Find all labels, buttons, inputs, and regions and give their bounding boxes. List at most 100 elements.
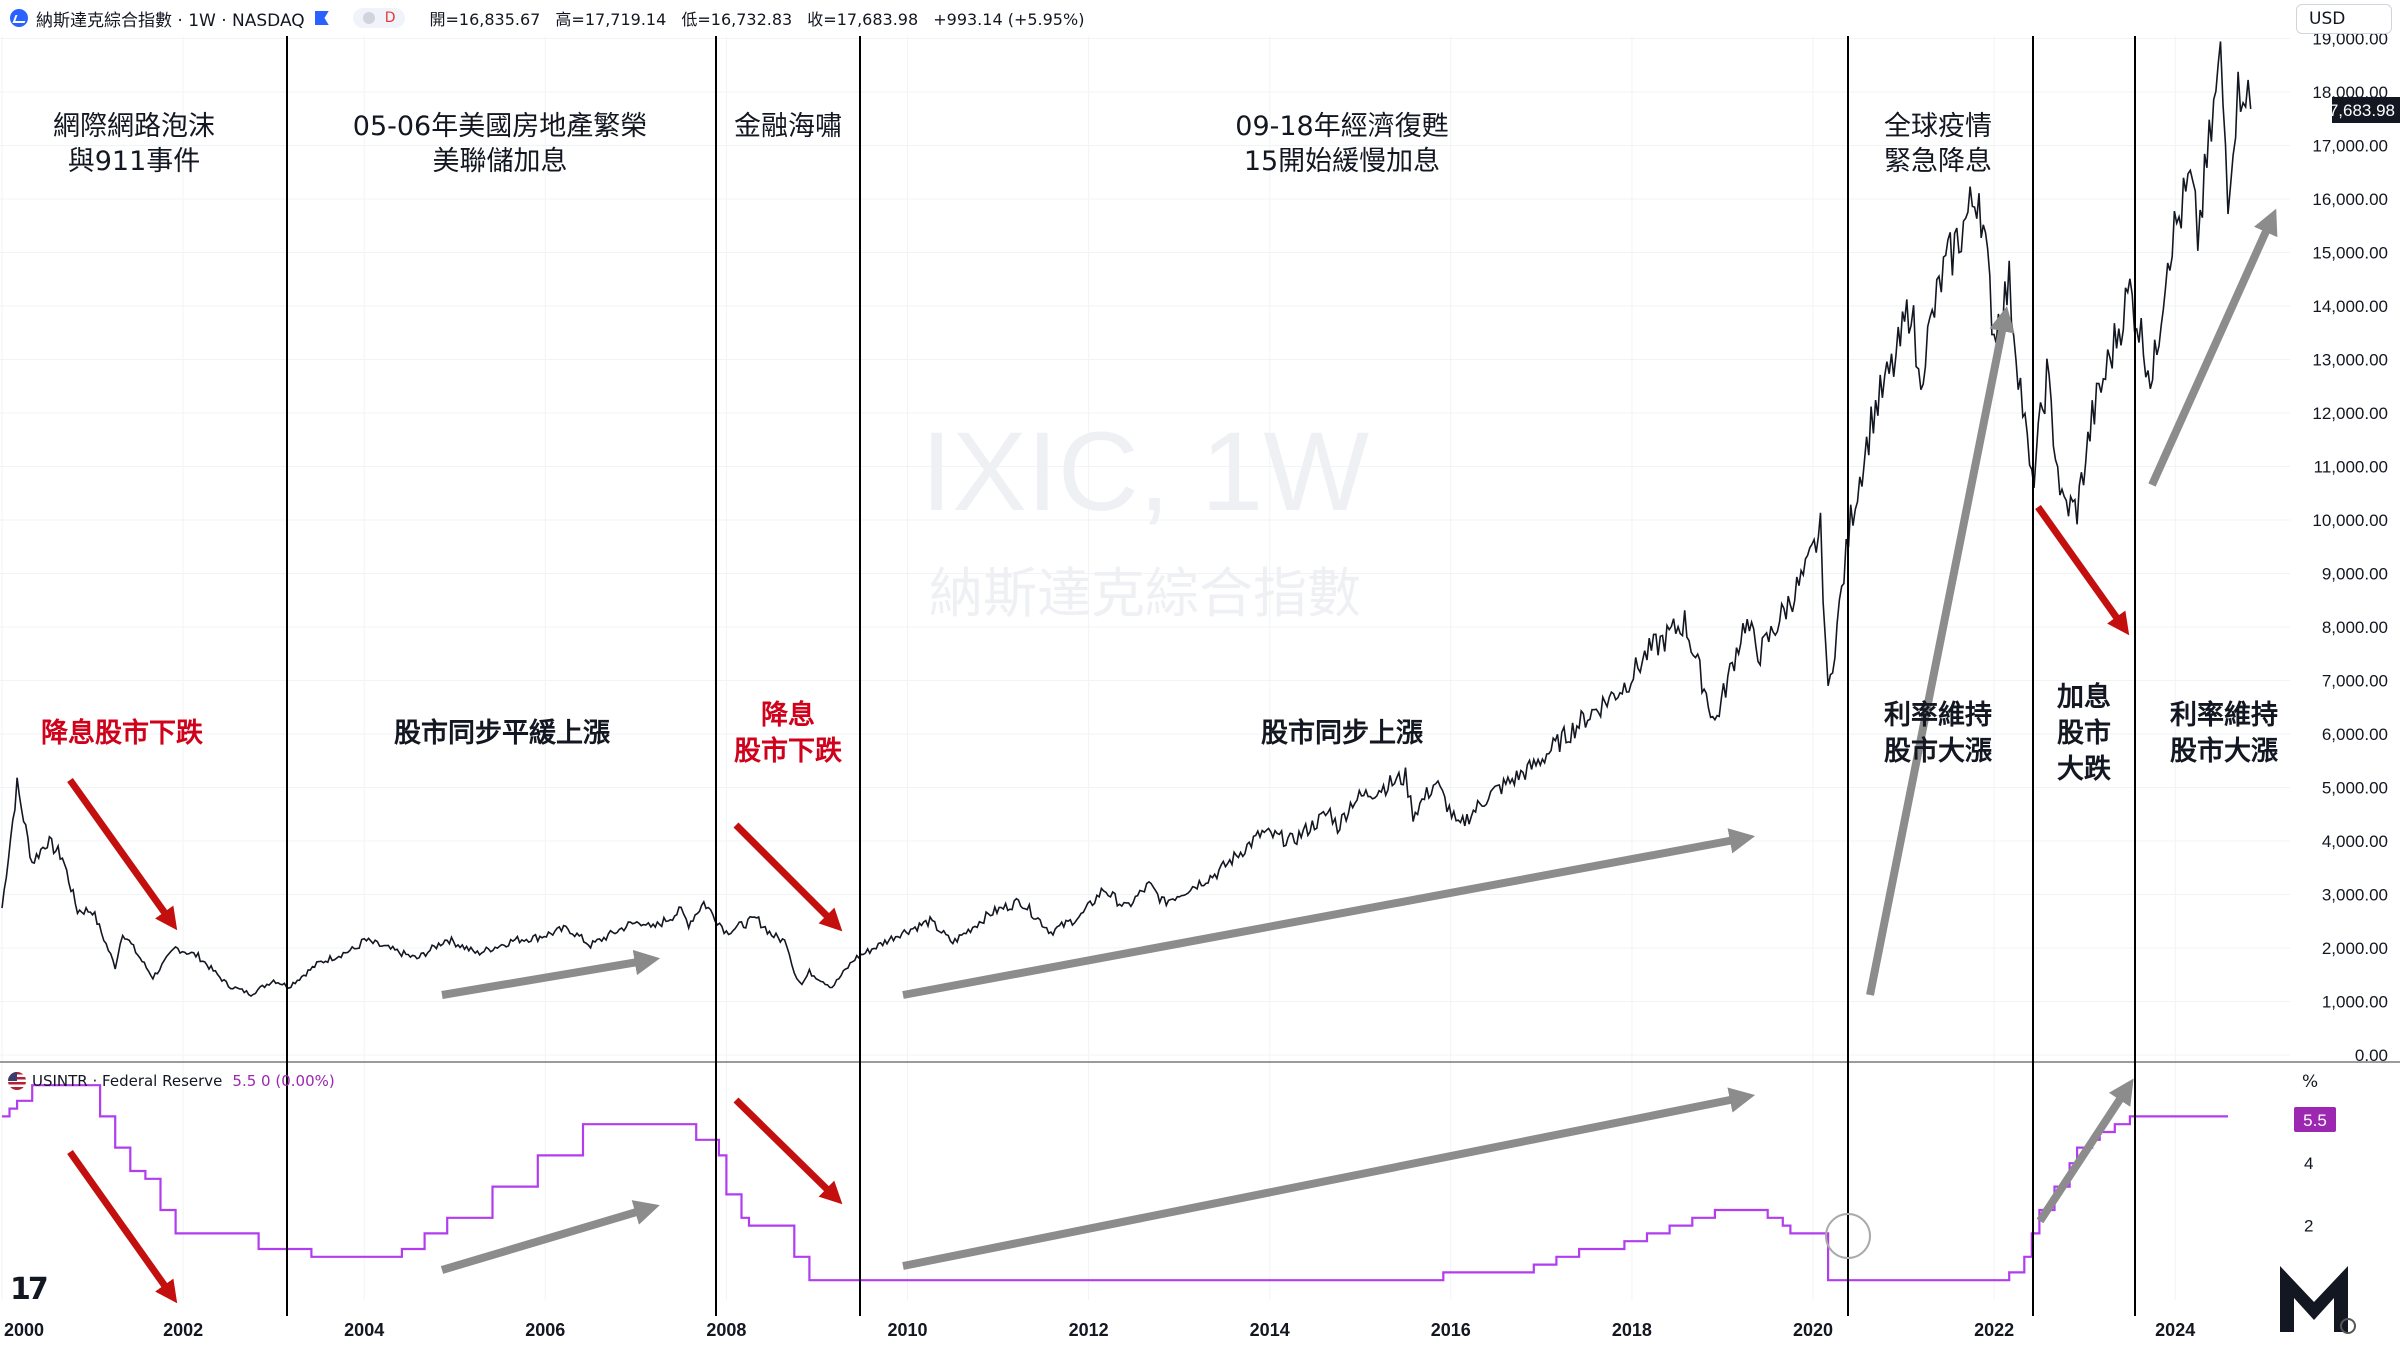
watermark-name: 納斯達克綜合指數 xyxy=(929,562,1361,625)
chart-header: 納斯達克綜合指數 · 1W · NASDAQ D 開=16,835.67 高=1… xyxy=(0,0,2290,36)
status-dot-icon xyxy=(362,12,375,24)
annotation-line: 網際網路泡沫 xyxy=(53,111,215,142)
decline-arrow xyxy=(2035,504,2130,636)
decline-arrow xyxy=(733,1097,843,1205)
highlight-circle xyxy=(1825,1213,1871,1259)
price-tick-label: 12,000.00 xyxy=(2312,404,2388,423)
rate-unit-label: % xyxy=(2302,1072,2319,1092)
annotation-line: 加息 xyxy=(2057,681,2111,713)
grid xyxy=(0,36,2290,1300)
time-tick-label: 2006 xyxy=(525,1320,565,1340)
trend-arrow xyxy=(2148,208,2278,487)
annotation-line: 05-06年美國房地產繁榮 xyxy=(353,111,647,142)
period-label: 金融海嘯 xyxy=(734,111,842,142)
rate-line xyxy=(2,1084,2228,1282)
effect-label: 股市同步平緩上漲 xyxy=(394,717,611,749)
symbol-logo-icon[interactable] xyxy=(10,9,28,27)
price-tick-label: 19,000.00 xyxy=(2312,30,2388,49)
time-tick-label: 2014 xyxy=(1250,1320,1290,1340)
ohlc-close: 收=17,683.98 xyxy=(807,10,919,29)
settings-icon[interactable] xyxy=(2340,1318,2356,1334)
time-tick-label: 2004 xyxy=(344,1320,384,1340)
time-tick-label: 2010 xyxy=(887,1320,927,1340)
last-price-label: 17,683.98 xyxy=(2319,101,2395,120)
price-axis[interactable]: 0.00 1,000.00 2,000.00 3,000.00 4,000.00 5,00… xyxy=(2312,30,2388,1066)
symbol-title[interactable]: 納斯達克綜合指數 · 1W · NASDAQ xyxy=(36,10,305,31)
us-flag-icon xyxy=(8,1072,26,1090)
ohlc-low: 低=16,732.83 xyxy=(681,10,793,29)
annotation-line: 美聯儲加息 xyxy=(433,146,568,177)
annotation-arrows xyxy=(67,208,2278,1304)
time-tick-label: 2008 xyxy=(706,1320,746,1340)
price-line xyxy=(1,41,2252,997)
flag-icon[interactable] xyxy=(314,11,329,25)
ohlc-values: 開=16,835.67 高=17,719.14 低=16,732.83 收=17… xyxy=(429,6,1094,30)
rate-axis[interactable]: 42 xyxy=(2304,1154,2313,1235)
annotation-line: 利率維持 xyxy=(1884,699,1992,731)
annotation-line: 股市同步上漲 xyxy=(1261,717,1424,749)
time-tick-label: 2000 xyxy=(4,1320,44,1340)
price-tick-label: 9,000.00 xyxy=(2322,565,2388,584)
price-tick-label: 4,000.00 xyxy=(2322,832,2388,851)
trend-arrow xyxy=(902,828,1756,999)
annotation-line: 降息 xyxy=(761,699,815,731)
ohlc-high: 高=17,719.14 xyxy=(555,10,667,29)
annotation-line: 降息股市下跌 xyxy=(41,717,203,749)
time-tick-label: 2016 xyxy=(1431,1320,1471,1340)
price-tick-label: 5,000.00 xyxy=(2322,779,2388,798)
time-axis[interactable]: 2000 2002 2004 2006 2008 2010 2012 2014 2016 2018… xyxy=(4,1320,2195,1340)
annotation-line: 股市大漲 xyxy=(2170,735,2279,767)
price-tick-label: 16,000.00 xyxy=(2312,190,2388,209)
effect-label: 降息股市下跌 xyxy=(734,699,842,767)
status-letter: D xyxy=(384,10,396,26)
time-tick-label: 2012 xyxy=(1069,1320,1109,1340)
tradingview-icon[interactable]: 17 xyxy=(10,1272,49,1307)
price-tick-label: 11,000.00 xyxy=(2314,458,2388,477)
effect-label: 股市同步上漲 xyxy=(1261,717,1424,749)
price-tick-label: 0.00 xyxy=(2355,1046,2388,1065)
ohlc-open: 開=16,835.67 xyxy=(429,10,541,29)
rate-series xyxy=(2,1084,2228,1282)
annotation-line: 緊急降息 xyxy=(1884,146,1992,177)
price-tick-label: 10,000.00 xyxy=(2312,511,2388,530)
annotation-line: 利率維持 xyxy=(2170,699,2278,731)
price-tick-label: 2,000.00 xyxy=(2322,939,2388,958)
price-tick-label: 17,000.00 xyxy=(2312,137,2388,156)
annotation-line: 股市 xyxy=(2057,717,2111,749)
price-tick-label: 3,000.00 xyxy=(2322,886,2388,905)
time-tick-label: 2018 xyxy=(1612,1320,1652,1340)
annotation-line: 股市下跌 xyxy=(734,735,842,767)
watermark-symbol: IXIC, 1W xyxy=(921,409,1369,534)
trend-arrow xyxy=(2036,1078,2134,1224)
market-status-pill[interactable]: D xyxy=(352,8,406,28)
decline-arrow xyxy=(67,1149,178,1304)
annotation-line: 大跌 xyxy=(2057,754,2111,785)
annotation-line: 全球疫情 xyxy=(1884,111,1992,142)
currency-selector[interactable]: USD xyxy=(2296,4,2392,34)
rate-legend: USINTR · Federal Reserve 5.5 0 (0.00%) xyxy=(8,1072,335,1090)
effect-label: 降息股市下跌 xyxy=(41,717,203,749)
trend-arrow xyxy=(1866,305,2015,996)
annotation-line: 15開始緩慢加息 xyxy=(1244,146,1440,177)
trend-arrow xyxy=(441,949,661,999)
price-tick-label: 14,000.00 xyxy=(2312,297,2388,316)
rate-tick-label: 2 xyxy=(2304,1217,2313,1236)
rate-last-marker: 5.5 xyxy=(2294,1107,2336,1132)
price-tick-label: 7,000.00 xyxy=(2322,672,2388,691)
rate-tick-label: 4 xyxy=(2304,1154,2313,1173)
rate-legend-name[interactable]: USINTR · Federal Reserve xyxy=(32,1072,223,1090)
annotation-line: 09-18年經濟復甦 xyxy=(1235,111,1448,142)
trend-arrow xyxy=(902,1087,1756,1270)
annotation-line: 股市同步平緩上漲 xyxy=(394,717,611,749)
price-tick-label: 8,000.00 xyxy=(2322,618,2388,637)
price-series xyxy=(1,41,2252,997)
price-tick-label: 13,000.00 xyxy=(2312,351,2388,370)
